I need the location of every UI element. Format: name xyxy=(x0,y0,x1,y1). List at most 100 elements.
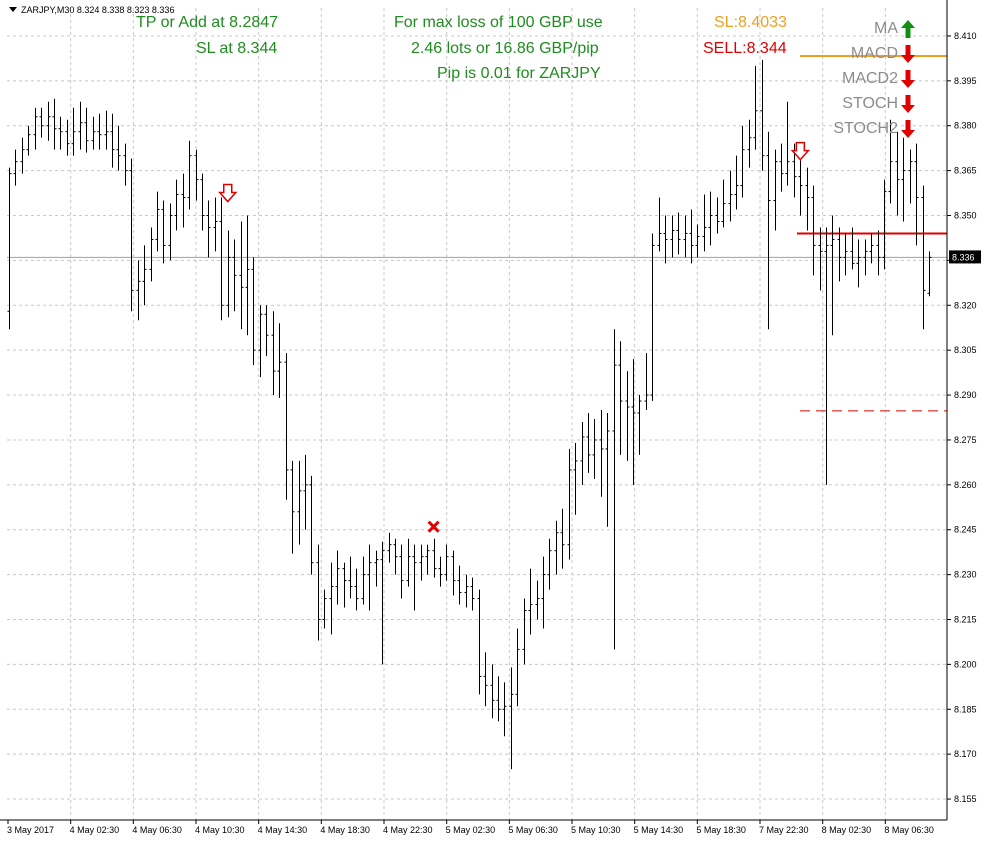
ohlc-bar xyxy=(895,131,900,216)
ohlc-bar xyxy=(348,556,353,599)
ohlc-bar xyxy=(586,413,591,473)
ohlc-bar xyxy=(149,227,154,282)
ohlc-bar xyxy=(354,568,359,611)
ohlc-bar xyxy=(490,664,495,719)
close-cross-icon xyxy=(427,520,440,533)
ohlc-bar xyxy=(676,212,681,255)
ohlc-bar xyxy=(882,179,887,270)
ohlc-bar xyxy=(509,667,514,770)
ohlc-bar xyxy=(818,227,823,291)
ohlc-bar xyxy=(734,155,739,210)
ohlc-bar xyxy=(406,538,411,587)
y-tick-label: 8.305 xyxy=(954,345,977,355)
ohlc-bar xyxy=(361,556,366,605)
current-price-label: 8.336 xyxy=(949,250,981,264)
ohlc-bar xyxy=(309,475,314,575)
ohlc-bars xyxy=(7,59,932,770)
lots-text: 2.46 lots or 16.86 GBP/pip xyxy=(411,40,599,57)
pip-text: Pip is 0.01 for ZARJPY xyxy=(437,65,601,82)
ohlc-bar xyxy=(779,143,784,192)
y-tick-label: 8.155 xyxy=(954,794,977,804)
ohlc-bar xyxy=(850,227,855,270)
ohlc-bar xyxy=(901,137,906,222)
ohlc-bar xyxy=(187,140,192,210)
ohlc-bar xyxy=(206,200,211,258)
ohlc-bar xyxy=(580,421,585,485)
ohlc-bar xyxy=(837,227,842,282)
ohlc-bar xyxy=(670,215,675,258)
ohlc-bar xyxy=(625,371,630,461)
ohlc-bar xyxy=(798,155,803,216)
sell-arrow-icon xyxy=(218,183,238,203)
ohlc-bar xyxy=(618,341,623,455)
ohlc-bar xyxy=(13,149,18,186)
ohlc-bar xyxy=(342,562,347,608)
ohlc-bar xyxy=(522,598,527,665)
ohlc-bar xyxy=(695,224,700,258)
x-tick-label: 4 May 02:30 xyxy=(70,825,120,835)
ohlc-bar xyxy=(110,113,115,168)
ohlc-bar xyxy=(46,101,51,141)
indicator-label-stoch: STOCH xyxy=(842,95,898,112)
ohlc-bar xyxy=(451,550,456,596)
dropdown-triangle-icon[interactable] xyxy=(9,7,17,12)
up-arrow-icon xyxy=(901,20,915,38)
y-tick-label: 8.230 xyxy=(954,570,977,580)
x-tick-label: 7 May 22:30 xyxy=(759,825,809,835)
ohlc-bar xyxy=(560,508,565,569)
ohlc-bar xyxy=(155,191,160,252)
ohlc-bar xyxy=(26,125,31,156)
ohlc-bar xyxy=(399,544,404,599)
y-tick-label: 8.380 xyxy=(954,121,977,131)
chart-frame xyxy=(0,0,948,821)
sl-text: SL at 8.344 xyxy=(196,40,278,57)
y-tick-label: 8.290 xyxy=(954,390,977,400)
ohlc-bar xyxy=(432,538,437,578)
ohlc-bar xyxy=(136,260,141,321)
indicator-label-macd2: MACD2 xyxy=(841,70,898,87)
ohlc-bar xyxy=(142,245,147,306)
ohlc-bar xyxy=(239,221,244,330)
ohlc-bar xyxy=(843,233,848,276)
ohlc-bar xyxy=(213,197,218,252)
ohlc-bar xyxy=(554,520,559,575)
ohlc-bar xyxy=(567,448,572,560)
down-arrow-icon xyxy=(901,45,915,63)
ohlc-bar xyxy=(547,538,552,590)
x-tick-label: 8 May 02:30 xyxy=(822,825,872,835)
ohlc-bar xyxy=(7,167,12,330)
ohlc-bar xyxy=(914,143,919,246)
ohlc-bar xyxy=(71,107,76,156)
ohlc-bar xyxy=(290,460,295,554)
tp-text: TP or Add at 8.2847 xyxy=(136,14,279,31)
ohlc-bar xyxy=(200,173,205,231)
ohlc-bar xyxy=(708,191,713,246)
ohlc-bar xyxy=(329,562,334,635)
ohlc-bar xyxy=(515,628,520,707)
ohlc-bar xyxy=(58,116,63,150)
trade-levels xyxy=(7,55,947,412)
ohlc-bar xyxy=(657,197,662,252)
y-tick-label: 8.395 xyxy=(954,76,977,86)
ohlc-bar xyxy=(599,410,604,497)
y-tick-label: 8.170 xyxy=(954,749,977,759)
ohlc-bar xyxy=(650,233,655,402)
y-tick-label: 8.320 xyxy=(954,300,977,310)
ohlc-bar xyxy=(856,239,861,288)
symbol-header: ZARJPY,M30 8.324 8.338 8.323 8.336 xyxy=(21,5,174,15)
ohlc-bar xyxy=(258,305,263,378)
x-tick-label: 5 May 18:30 xyxy=(696,825,746,835)
sell-arrow-icon xyxy=(790,141,810,161)
x-tick-label: 4 May 18:30 xyxy=(320,825,370,835)
ohlc-bar xyxy=(888,119,893,204)
y-tick-label: 8.350 xyxy=(954,211,977,221)
y-tick-label: 8.200 xyxy=(954,659,977,669)
ohlc-bar xyxy=(824,227,829,485)
time-axis: 3 May 2017 4 May 02:30 4 May 06:30 4 May 10… xyxy=(7,820,934,835)
ohlc-bar xyxy=(876,230,881,276)
ohlc-bar xyxy=(232,239,237,312)
ohlc-bar xyxy=(477,589,482,695)
ohlc-bar xyxy=(721,179,726,228)
ohlc-bar xyxy=(438,556,443,587)
